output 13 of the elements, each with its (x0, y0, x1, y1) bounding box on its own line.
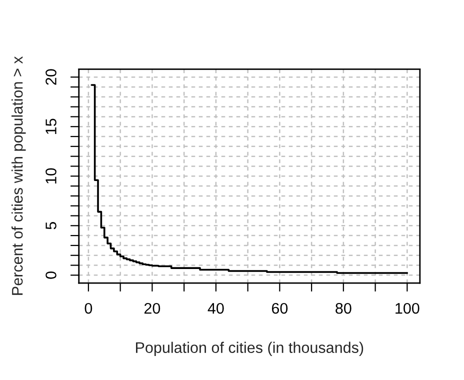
y-tick-label: 0 (46, 272, 56, 279)
x-tick-label: 20 (144, 302, 160, 314)
x-tick-label: 80 (336, 302, 352, 314)
y-tick-label: 20 (46, 69, 56, 85)
y-axis-title: Percent of cities with population > x (12, 56, 26, 295)
x-tick-label: 40 (208, 302, 224, 314)
y-tick-label: 10 (46, 168, 56, 184)
y-tick-label: 5 (46, 222, 56, 230)
x-tick-label: 60 (272, 302, 288, 314)
x-tick-label: 0 (84, 302, 92, 314)
x-axis-title: Population of cities (in thousands) (136, 342, 364, 356)
x-tick-label: 100 (396, 302, 420, 314)
y-tick-label: 15 (46, 118, 56, 134)
